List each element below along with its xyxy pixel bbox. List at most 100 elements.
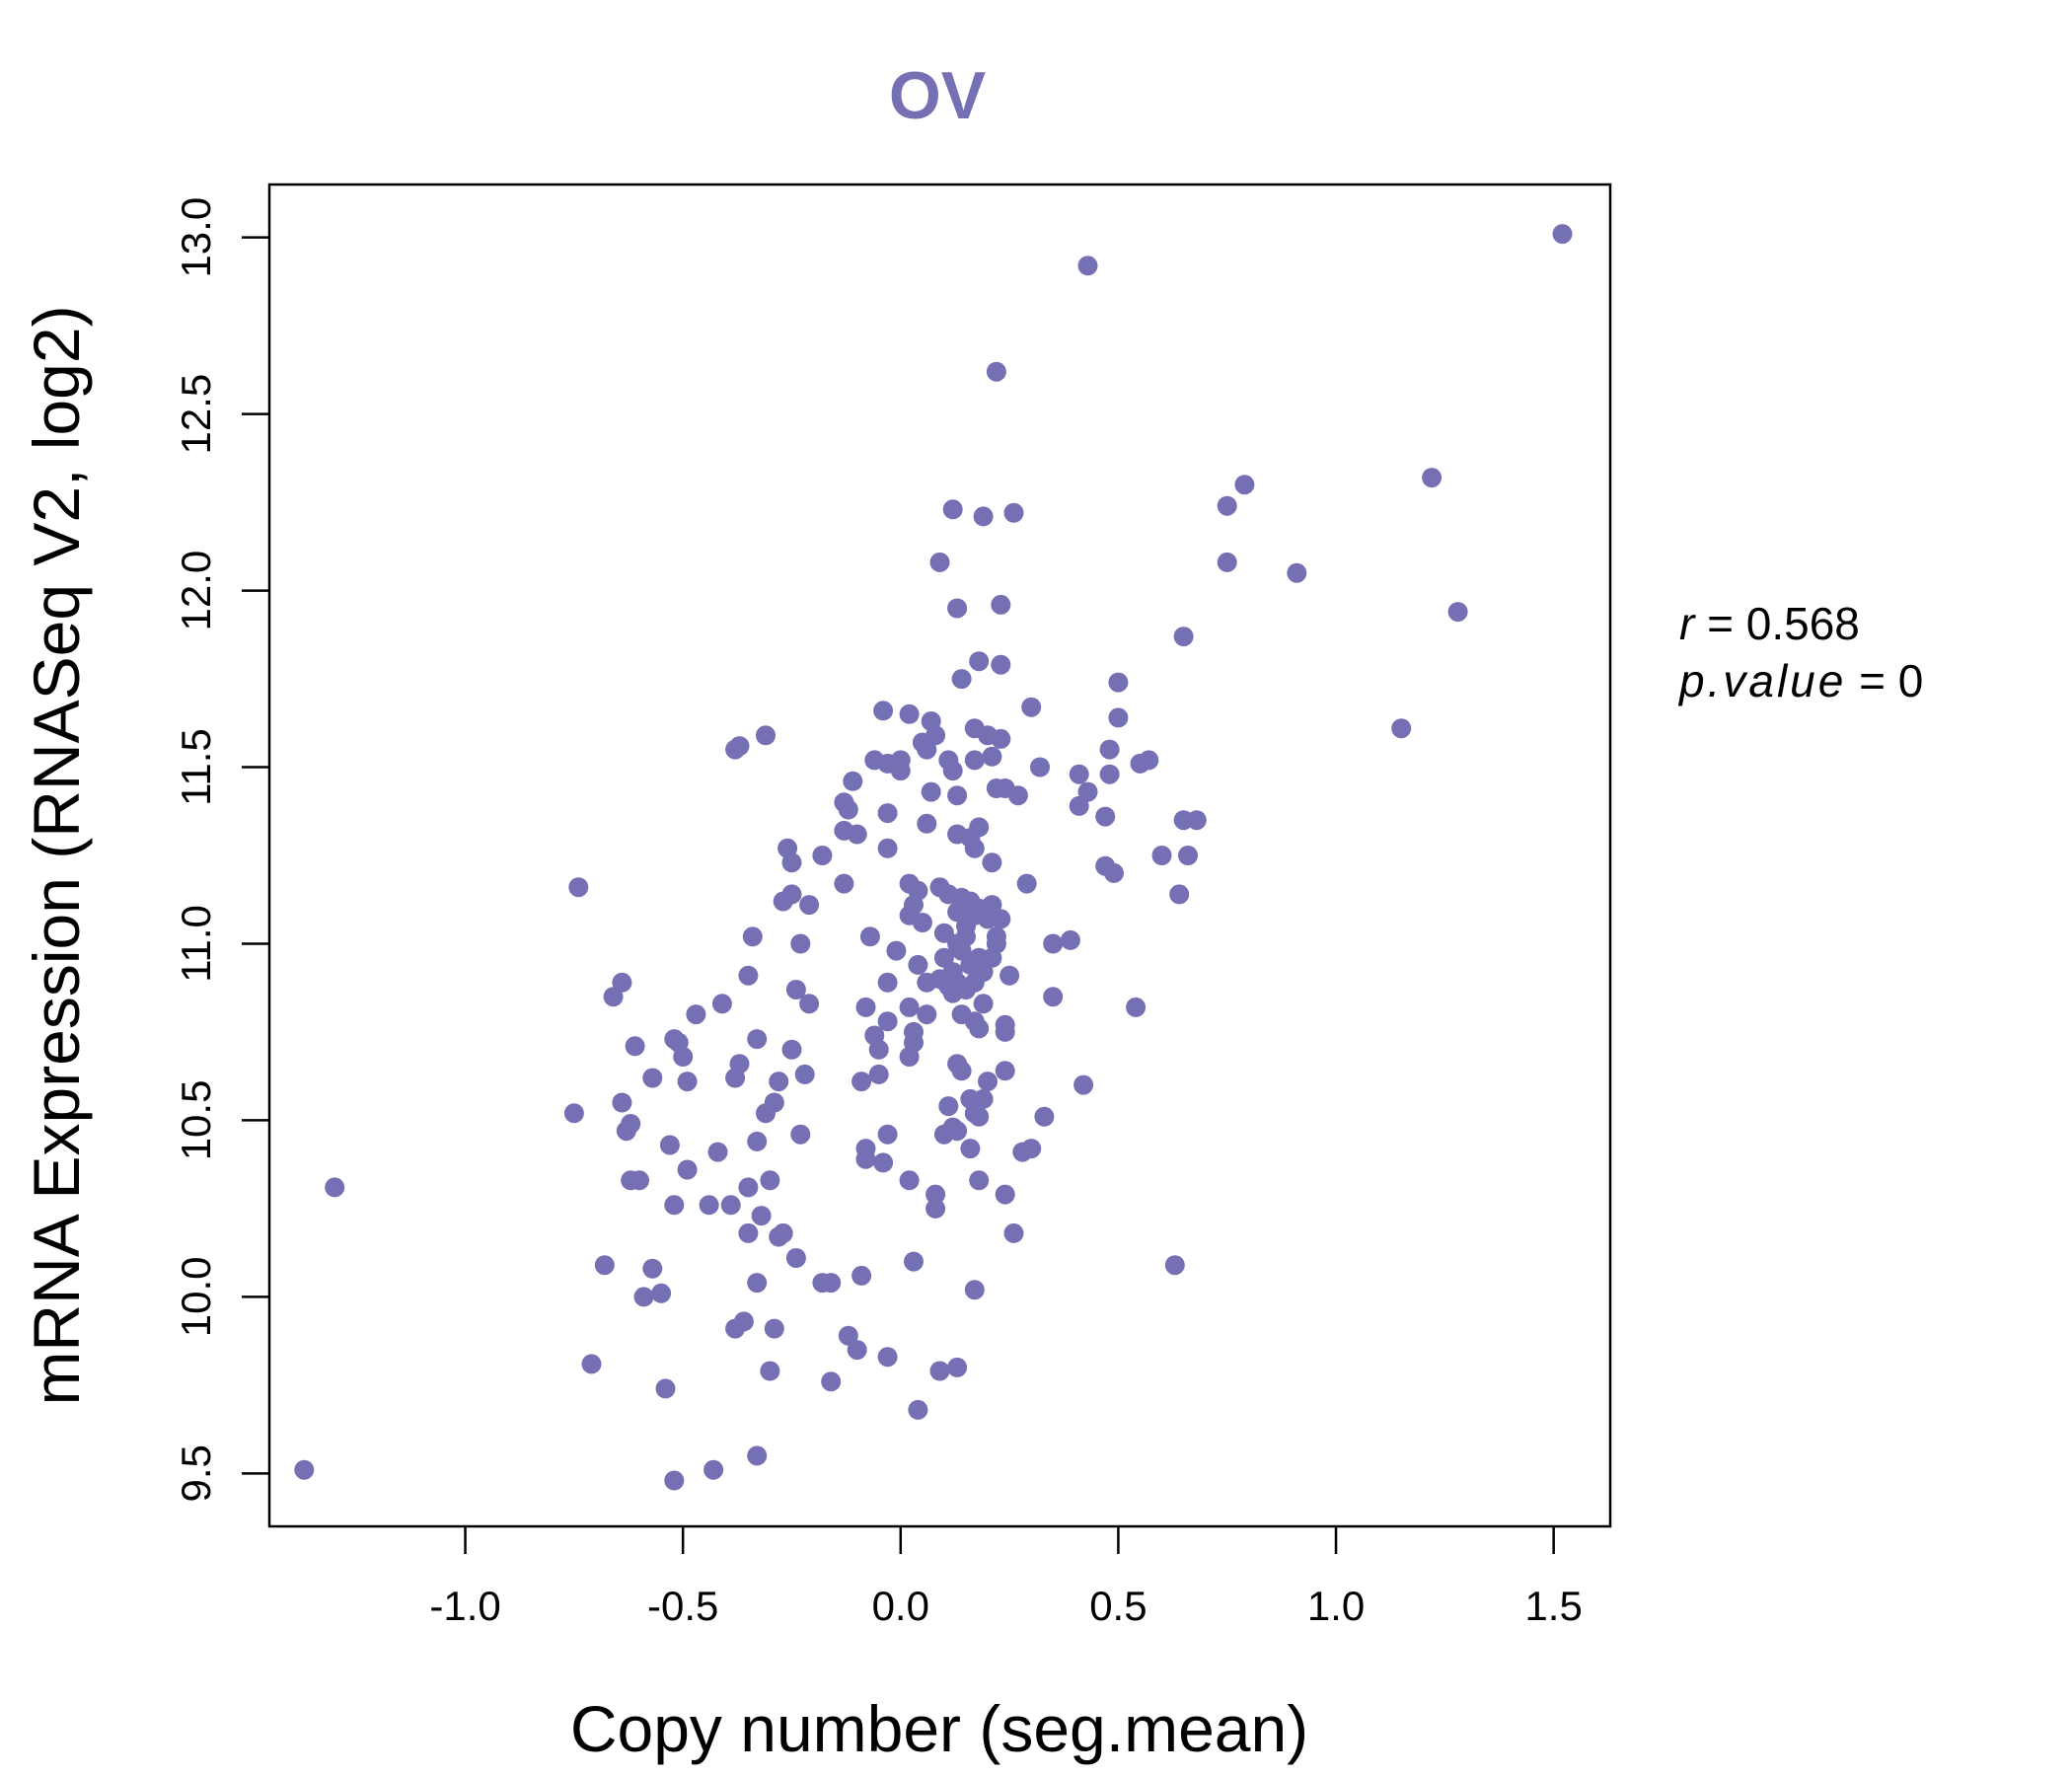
data-point: [991, 654, 1011, 675]
x-axis-label: Copy number (seg.mean): [570, 1692, 1308, 1765]
data-point: [925, 1198, 946, 1219]
data-point: [969, 1018, 990, 1039]
plot-frame: [267, 183, 1612, 1528]
data-point: [1234, 475, 1255, 495]
data-point: [851, 1265, 872, 1286]
data-point: [1060, 929, 1080, 950]
data-point: [664, 1470, 685, 1491]
data-point: [686, 1004, 706, 1025]
data-point: [1069, 795, 1089, 816]
data-point: [877, 803, 898, 824]
data-point: [711, 994, 732, 1014]
data-point: [1007, 785, 1028, 806]
data-point: [890, 761, 911, 781]
data-point: [799, 994, 820, 1014]
data-point: [1173, 627, 1194, 647]
data-point: [1422, 468, 1443, 488]
data-point: [947, 785, 968, 806]
data-point: [773, 891, 793, 912]
correlation-stats: r = 0.568 p.value = 0: [1677, 598, 1923, 706]
data-point: [991, 909, 1011, 929]
data-point: [1043, 933, 1064, 954]
p-stat: p.value = 0: [1677, 655, 1923, 706]
data-point: [855, 997, 876, 1017]
data-point: [995, 1021, 1015, 1042]
data-point: [1391, 718, 1412, 739]
data-point: [769, 1072, 789, 1092]
data-point: [1217, 495, 1237, 516]
data-point: [751, 1206, 772, 1226]
data-point: [785, 1248, 806, 1268]
data-point: [603, 987, 624, 1007]
data-point: [991, 594, 1011, 615]
data-point: [568, 877, 589, 898]
data-point: [899, 1047, 920, 1067]
y-tick-label: 10.0: [173, 1256, 219, 1337]
y-tick-label: 10.5: [173, 1080, 219, 1161]
y-tick-label: 12.5: [173, 374, 219, 455]
data-point: [1073, 1074, 1094, 1095]
data-point: [1151, 846, 1172, 865]
data-point: [899, 997, 920, 1017]
data-point: [1003, 502, 1024, 523]
data-point: [725, 739, 746, 760]
data-point: [851, 1072, 872, 1092]
data-point: [699, 1195, 719, 1216]
data-point: [942, 983, 963, 1003]
data-point: [995, 1184, 1015, 1205]
data-point: [925, 1184, 946, 1205]
data-point: [790, 933, 811, 954]
data-point: [1447, 602, 1468, 623]
data-point: [917, 1004, 937, 1025]
data-point: [1287, 562, 1307, 583]
data-point: [873, 701, 894, 721]
data-point: [951, 669, 972, 690]
data-point: [1126, 997, 1147, 1017]
data-point: [960, 1139, 981, 1159]
x-tick-label: 1.0: [1307, 1583, 1365, 1629]
data-point: [642, 1068, 663, 1088]
data-point: [982, 852, 1002, 873]
data-point: [899, 703, 920, 724]
data-point: [294, 1459, 315, 1480]
data-point: [664, 1195, 685, 1216]
data-point: [938, 1096, 959, 1117]
data-point: [633, 1287, 654, 1307]
data-point: [625, 1036, 645, 1057]
data-point: [877, 1011, 898, 1032]
data-point: [769, 1226, 789, 1247]
data-point: [838, 1325, 858, 1346]
data-point: [942, 499, 963, 520]
data-point: [1021, 697, 1042, 717]
data-point: [1099, 739, 1120, 760]
data-point: [794, 1064, 815, 1084]
data-point: [747, 1029, 768, 1050]
data-point: [917, 813, 937, 834]
data-point: [1095, 806, 1116, 827]
data-point: [1003, 1222, 1024, 1243]
data-point: [760, 1170, 780, 1191]
r-symbol: r: [1679, 598, 1696, 649]
data-point: [838, 799, 858, 820]
data-point: [929, 552, 950, 572]
data-point: [1108, 672, 1129, 693]
data-point: [616, 1121, 636, 1142]
data-point: [1186, 810, 1207, 831]
data-point: [877, 972, 898, 993]
data-point: [764, 1318, 784, 1339]
y-tick-label: 13.0: [173, 197, 219, 278]
data-point: [999, 965, 1020, 986]
data-point: [677, 1072, 698, 1092]
data-point: [1016, 873, 1037, 894]
data-point: [790, 1124, 811, 1145]
y-tick-label: 9.5: [173, 1444, 219, 1502]
data-point: [973, 994, 994, 1014]
data-point: [655, 1378, 676, 1399]
x-tick-label: -1.0: [429, 1583, 500, 1629]
data-point: [933, 947, 954, 968]
data-point: [738, 1222, 759, 1243]
data-point: [612, 972, 632, 993]
data-point: [877, 1347, 898, 1368]
data-point: [1178, 846, 1198, 865]
data-point: [951, 1061, 972, 1081]
